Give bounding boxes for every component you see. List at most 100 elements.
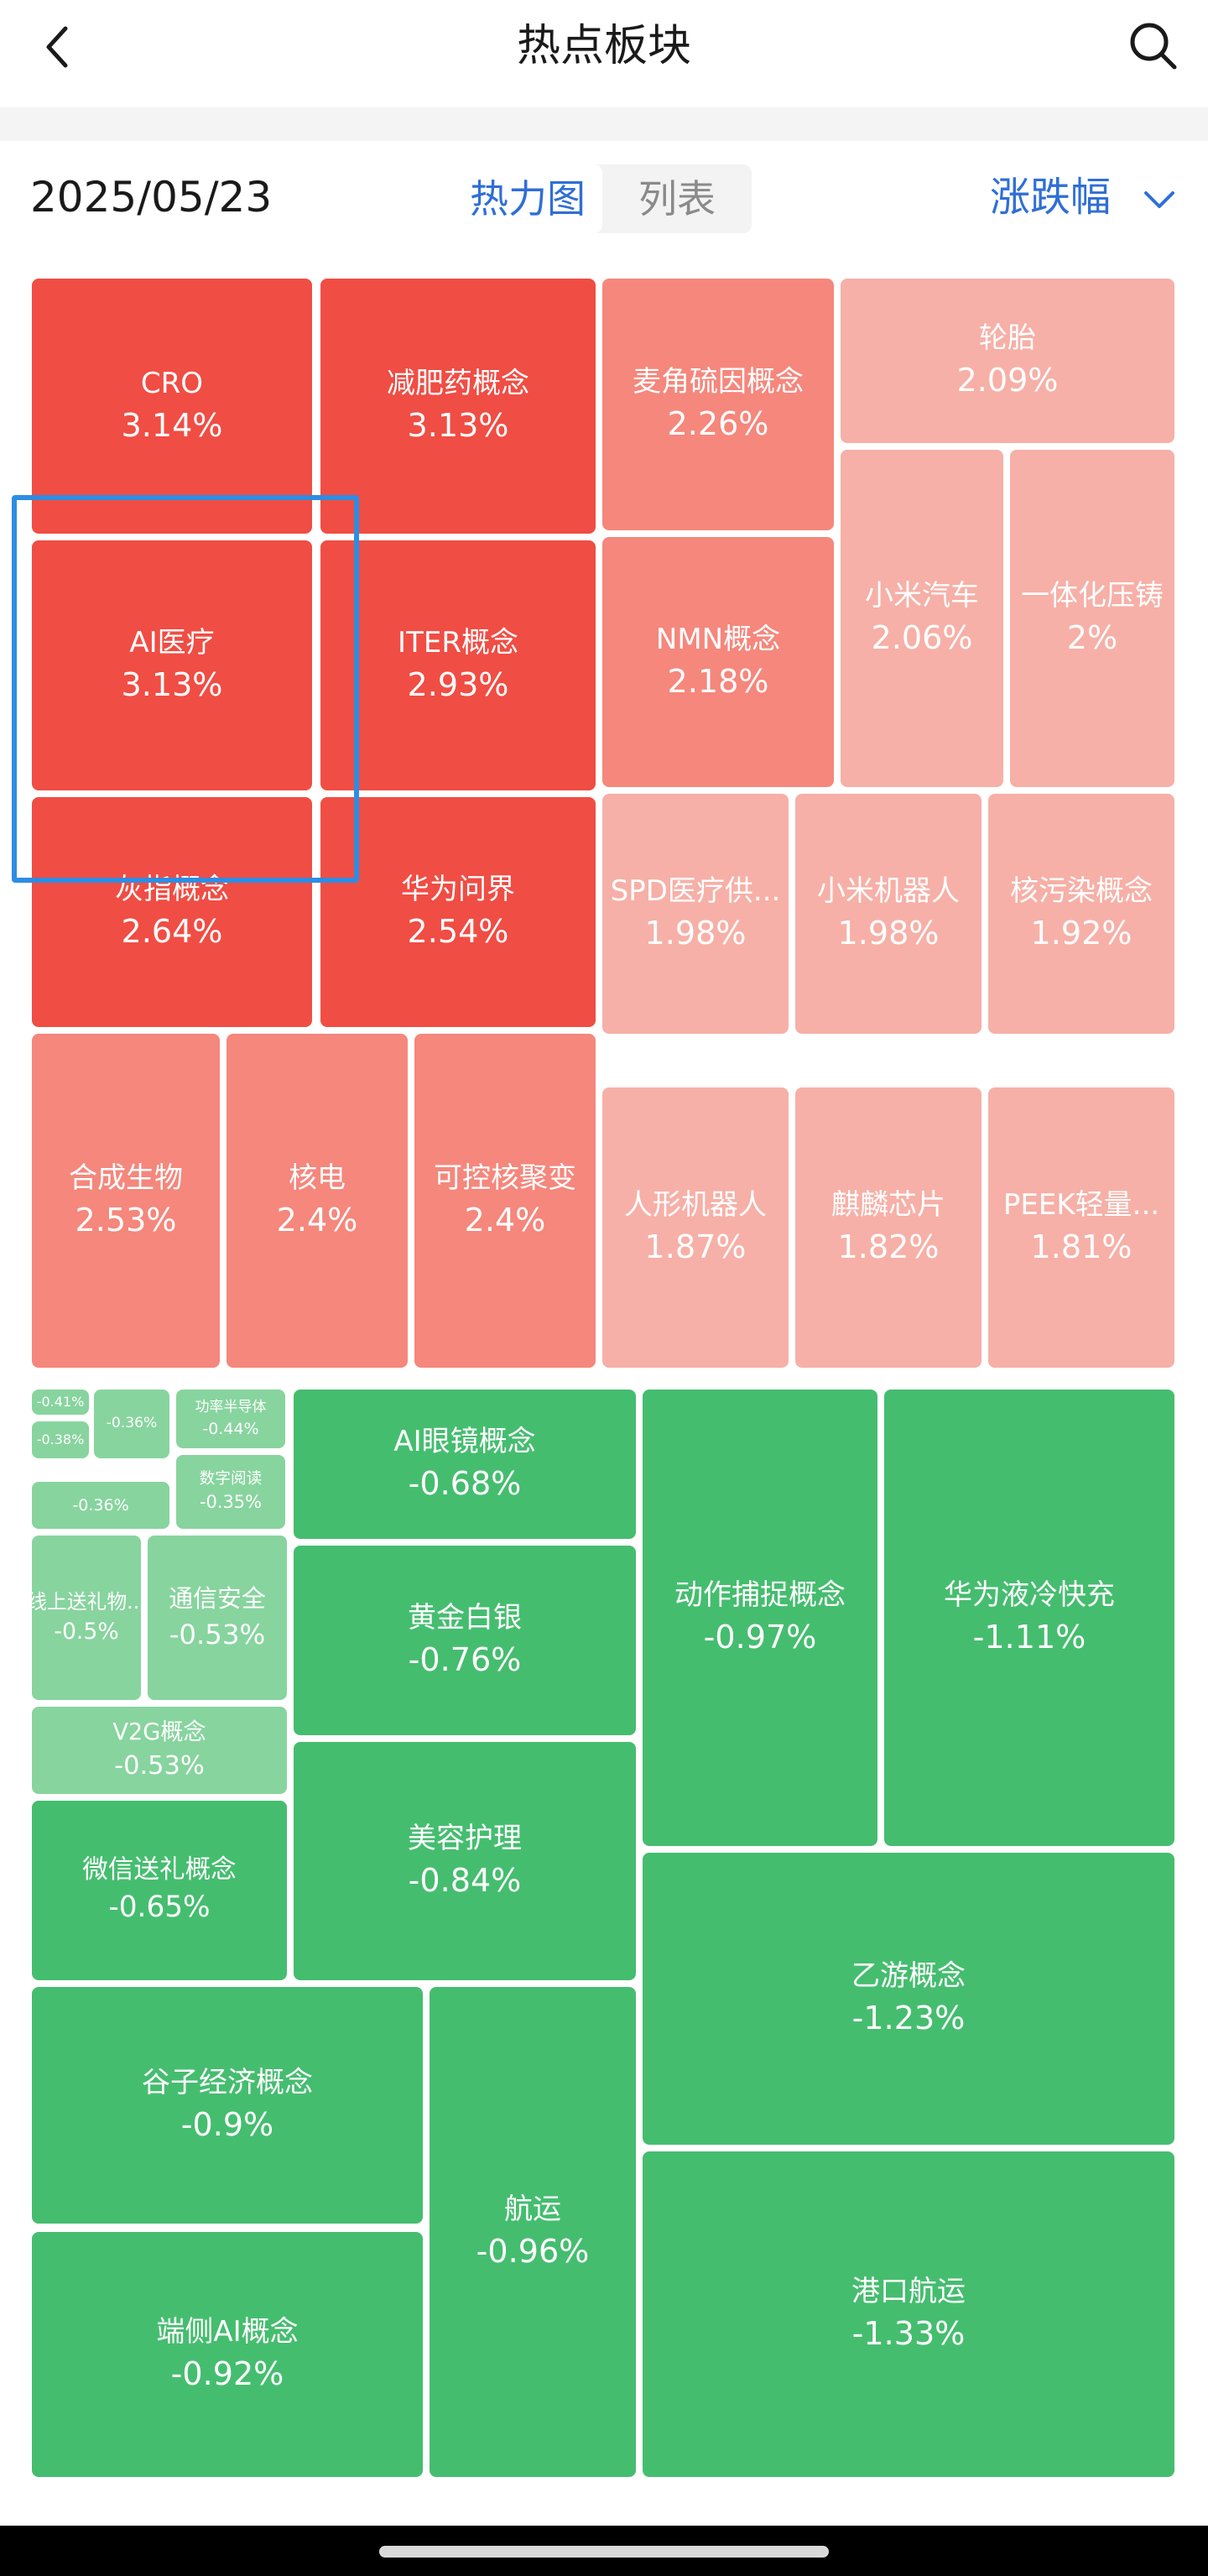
sector-tile[interactable]: 人形机器人 1.87% [602, 1087, 789, 1368]
sector-name: 乙游概念 [851, 1958, 966, 1993]
sector-name: 线上送礼物... [32, 1589, 141, 1614]
sector-tile[interactable]: 减肥药概念 3.13% [320, 279, 596, 534]
sector-tile[interactable]: 可控核聚变 2.4% [414, 1034, 596, 1368]
sector-tile[interactable]: 核污染概念 1.92% [988, 794, 1174, 1034]
sector-change: -1.11% [972, 1619, 1086, 1656]
sector-tile[interactable]: 华为液冷快充 -1.11% [884, 1390, 1174, 1846]
header-divider-band [0, 107, 1208, 141]
tab-heatmap[interactable]: 热力图 [453, 164, 602, 233]
sector-tile[interactable]: 谷子经济概念 -0.9% [32, 1987, 423, 2224]
sector-tile[interactable]: PEEK轻量... 1.81% [988, 1087, 1174, 1368]
sector-tile[interactable]: 轮胎 2.09% [841, 279, 1174, 443]
sector-tile[interactable]: 通信安全 -0.53% [148, 1536, 287, 1700]
sector-name: 小米机器人 [817, 873, 960, 908]
sector-tile[interactable]: -0.41% [32, 1390, 89, 1415]
sort-dropdown[interactable] [1141, 181, 1178, 218]
sector-tile[interactable]: 小米汽车 2.06% [841, 450, 1003, 787]
sector-tile[interactable]: 数字阅读 -0.35% [176, 1455, 285, 1529]
sector-name: 人形机器人 [624, 1187, 767, 1222]
sector-tile[interactable]: 麒麟芯片 1.82% [795, 1087, 982, 1368]
sector-tile[interactable]: 港口航运 -1.33% [643, 2151, 1174, 2477]
sector-name: 麒麟芯片 [831, 1187, 945, 1222]
sector-name: 端侧AI概念 [156, 2314, 299, 2349]
sector-name: 数字阅读 [199, 1470, 263, 1489]
search-icon [1130, 23, 1177, 70]
sector-tile[interactable]: 动作捕捉概念 -0.97% [643, 1390, 877, 1846]
sector-tile[interactable]: 航运 -0.96% [430, 1987, 636, 2477]
sector-change: -0.9% [180, 2106, 274, 2144]
sector-tile[interactable]: ITER概念 2.93% [320, 540, 596, 790]
sector-name: V2G概念 [112, 1718, 206, 1745]
sector-tile[interactable]: 线上送礼物... -0.5% [32, 1536, 141, 1700]
sector-change: 1.98% [837, 915, 940, 952]
sector-change: 2.09% [956, 362, 1059, 399]
sector-tile[interactable]: -0.36% [32, 1482, 169, 1529]
sort-selector[interactable]: 涨跌幅 [990, 174, 1112, 221]
sector-name: 功率半导体 [195, 1398, 267, 1416]
sector-change: 1.87% [644, 1228, 747, 1266]
sector-name: 美容护理 [408, 1821, 522, 1855]
sector-name: SPD医疗供... [610, 873, 781, 908]
sector-name: 一体化压铸 [1021, 578, 1164, 613]
sector-tile[interactable]: 灰指概念 2.64% [32, 797, 312, 1027]
sector-change: 2.06% [871, 619, 973, 657]
sector-change: -0.97% [703, 1619, 817, 1656]
sector-change: 2.4% [464, 1202, 546, 1239]
sector-name: 减肥药概念 [387, 366, 529, 400]
page-title: 热点板块 [516, 21, 691, 71]
sector-change: -0.68% [408, 1465, 522, 1503]
sector-change: -0.41% [36, 1393, 85, 1410]
sector-name: 华为液冷快充 [944, 1577, 1115, 1612]
tab-list[interactable]: 列表 [638, 176, 716, 222]
sector-change: -0.96% [476, 2233, 590, 2271]
sector-tile[interactable]: NMN概念 2.18% [602, 537, 834, 787]
sector-tile[interactable]: 小米机器人 1.98% [795, 794, 982, 1034]
sector-change: -0.36% [72, 1495, 129, 1515]
sector-change: 2% [1066, 619, 1118, 657]
sector-tile[interactable]: -0.36% [94, 1390, 169, 1458]
sector-tile[interactable]: 合成生物 2.53% [32, 1034, 220, 1368]
sector-change: -0.36% [106, 1415, 158, 1431]
sector-name: 轮胎 [979, 321, 1036, 355]
sector-tile[interactable]: V2G概念 -0.53% [32, 1707, 287, 1794]
sector-name: 微信送礼概念 [82, 1854, 237, 1885]
sector-tile[interactable]: 华为问界 2.54% [320, 797, 596, 1027]
sector-change: -0.38% [36, 1431, 85, 1447]
sector-tile[interactable]: 微信送礼概念 -0.65% [32, 1801, 287, 1980]
sector-name: 可控核聚变 [434, 1160, 576, 1195]
sector-tile[interactable]: SPD医疗供... 1.98% [602, 794, 789, 1034]
back-button[interactable] [34, 22, 84, 72]
sector-tile[interactable]: 黄金白银 -0.76% [294, 1546, 636, 1735]
sector-tile[interactable]: 端侧AI概念 -0.92% [32, 2232, 423, 2477]
sector-change: 2.54% [407, 913, 509, 951]
sector-name: PEEK轻量... [1002, 1187, 1160, 1222]
sector-name: NMN概念 [655, 622, 781, 656]
sector-change: 2.64% [121, 913, 223, 951]
view-tabs: 热力图 列表 [453, 164, 752, 233]
sector-change: -0.76% [408, 1641, 522, 1679]
sector-name: 灰指概念 [115, 872, 229, 906]
sector-tile[interactable]: 美容护理 -0.84% [294, 1742, 636, 1980]
chevron-left-icon [46, 26, 68, 68]
sector-tile[interactable]: 麦角硫因概念 2.26% [602, 279, 834, 530]
sector-tile[interactable]: 功率半导体 -0.44% [176, 1390, 285, 1448]
sector-change: 1.92% [1030, 915, 1132, 952]
sector-name: 通信安全 [169, 1584, 266, 1614]
sector-name: 核电 [289, 1160, 346, 1195]
sector-name: 黄金白银 [408, 1600, 522, 1635]
chevron-down-icon [1144, 191, 1174, 208]
sector-tile[interactable]: AI眼镜概念 -0.68% [294, 1390, 636, 1539]
sector-name: 动作捕捉概念 [674, 1577, 846, 1612]
sector-tile[interactable]: -0.38% [32, 1421, 89, 1458]
sector-tile[interactable]: 一体化压铸 2% [1010, 450, 1174, 787]
sector-tile[interactable]: CRO 3.14% [32, 279, 312, 534]
sector-name: 航运 [504, 2192, 561, 2226]
sector-tile[interactable]: 核电 2.4% [226, 1034, 408, 1368]
home-indicator[interactable] [379, 2546, 829, 2558]
search-button[interactable] [1124, 17, 1183, 76]
sector-tile[interactable]: 乙游概念 -1.23% [643, 1853, 1174, 2145]
sector-tile[interactable]: AI医疗 3.13% [32, 540, 312, 790]
sector-change: -1.23% [851, 2000, 966, 2037]
sector-change: 3.13% [121, 666, 223, 704]
